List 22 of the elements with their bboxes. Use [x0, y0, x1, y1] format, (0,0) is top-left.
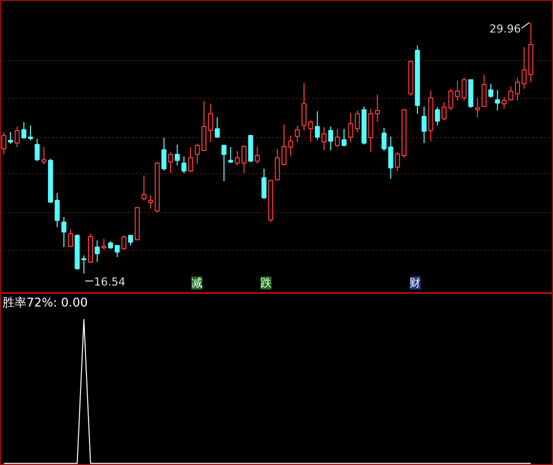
candlestick	[174, 144, 180, 166]
annotation: 16.54	[94, 275, 126, 288]
candlestick	[474, 97, 480, 118]
candlestick	[374, 94, 380, 123]
chart-title: 胜率72%: 0.00	[2, 296, 88, 310]
candlestick	[494, 89, 500, 111]
candlestick	[61, 216, 66, 248]
candlestick	[502, 96, 507, 110]
candlestick	[414, 45, 420, 114]
annotation: 财	[410, 276, 421, 290]
annotation: 减	[191, 276, 202, 290]
candlestick	[348, 112, 354, 143]
candlestick	[528, 22, 534, 83]
candlestick	[368, 108, 374, 153]
annotation: 跌	[260, 276, 272, 290]
candlestick	[428, 90, 434, 142]
candlestick	[1, 132, 6, 155]
candlestick	[148, 194, 154, 210]
annotation: 29.96	[489, 22, 521, 36]
candlestick	[422, 106, 427, 144]
candlestick	[322, 126, 327, 151]
candlestick	[314, 110, 320, 140]
